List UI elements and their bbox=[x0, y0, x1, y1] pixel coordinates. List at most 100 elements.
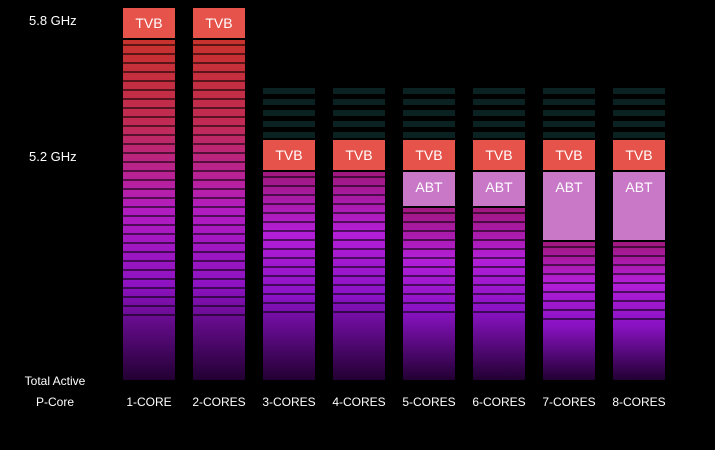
abt-tag-label: ABT bbox=[555, 179, 583, 195]
bar-stripe bbox=[333, 311, 385, 313]
bar-stripe bbox=[193, 179, 245, 181]
faded-stripe bbox=[333, 121, 385, 127]
bar bbox=[123, 40, 175, 380]
bar-stripe bbox=[473, 230, 525, 232]
bar-stripe bbox=[333, 239, 385, 241]
bar-stripe bbox=[123, 206, 175, 208]
bar-stripe bbox=[193, 53, 245, 55]
tvb-tag bbox=[403, 140, 455, 170]
faded-stripe bbox=[263, 121, 315, 127]
bar-stripe bbox=[403, 275, 455, 277]
bar-stripe bbox=[193, 233, 245, 235]
bar-stripe bbox=[193, 107, 245, 109]
bar-stripe bbox=[333, 284, 385, 286]
faded-stripe bbox=[473, 121, 525, 127]
faded-stripe bbox=[613, 121, 665, 127]
bar-stripe bbox=[193, 125, 245, 127]
bar-stripe bbox=[263, 194, 315, 196]
bar-stripe bbox=[193, 116, 245, 118]
bar-stripe bbox=[123, 152, 175, 154]
y-tick-label: 5.8 GHz bbox=[29, 13, 77, 28]
bar-stripe bbox=[473, 221, 525, 223]
bar-stripe bbox=[263, 311, 315, 313]
abt-tag-label: ABT bbox=[485, 179, 513, 195]
bar-stripe bbox=[123, 161, 175, 163]
faded-stripe bbox=[543, 110, 595, 116]
faded-stripe bbox=[613, 88, 665, 94]
bar-stripe bbox=[263, 275, 315, 277]
faded-stripe bbox=[613, 132, 665, 138]
bar-stripe bbox=[123, 53, 175, 55]
bar-stripe bbox=[403, 293, 455, 295]
tvb-tag-label: TVB bbox=[415, 147, 442, 163]
bar-stripe bbox=[403, 257, 455, 259]
bar-stripe bbox=[193, 71, 245, 73]
bar-stripe bbox=[193, 215, 245, 217]
bar-stripe bbox=[333, 176, 385, 178]
bar-stripe bbox=[123, 278, 175, 280]
abt-tag-label: ABT bbox=[415, 179, 443, 195]
bar-stripe bbox=[473, 275, 525, 277]
bar-stripe bbox=[263, 284, 315, 286]
tvb-tag-label: TVB bbox=[135, 15, 162, 31]
faded-stripe bbox=[473, 88, 525, 94]
faded-stripe bbox=[263, 110, 315, 116]
bar-stripe bbox=[613, 291, 665, 293]
bar-stripe bbox=[403, 302, 455, 304]
bar-stripe bbox=[473, 239, 525, 241]
faded-stripe bbox=[403, 110, 455, 116]
faded-stripe bbox=[333, 132, 385, 138]
tvb-tag bbox=[333, 140, 385, 170]
bar-stripe bbox=[193, 305, 245, 307]
bar-stripe bbox=[263, 185, 315, 187]
bar-stripe bbox=[473, 302, 525, 304]
bar-stripe bbox=[543, 300, 595, 302]
bar-stripe bbox=[473, 311, 525, 313]
bar-stripe bbox=[193, 287, 245, 289]
bar-stripe bbox=[123, 305, 175, 307]
bar-stripe bbox=[193, 206, 245, 208]
tvb-tag-label: TVB bbox=[555, 147, 582, 163]
abt-tag bbox=[613, 172, 665, 240]
bar-stripe bbox=[333, 302, 385, 304]
bar-stripe bbox=[193, 170, 245, 172]
x-tick-label: 4-CORES bbox=[332, 395, 385, 409]
faded-stripe bbox=[263, 99, 315, 105]
bar-stripe bbox=[613, 282, 665, 284]
bar-stripe bbox=[333, 194, 385, 196]
x-axis-labels: Total Active P-Core 1-CORE 2-CORES 3-CORES… bbox=[25, 374, 666, 409]
tvb-tag-label: TVB bbox=[205, 15, 232, 31]
bar-stripe bbox=[123, 242, 175, 244]
bar-stripe bbox=[123, 62, 175, 64]
bar-stripe bbox=[193, 62, 245, 64]
tvb-tag bbox=[473, 140, 525, 170]
bar-stripe bbox=[263, 302, 315, 304]
faded-stripe bbox=[403, 121, 455, 127]
y-axis-caption-line1: Total Active bbox=[25, 374, 86, 388]
bar-stripe bbox=[123, 287, 175, 289]
bar-stripe bbox=[613, 264, 665, 266]
bar-stripe bbox=[263, 221, 315, 223]
faded-stripe bbox=[333, 110, 385, 116]
bar-stripe bbox=[543, 246, 595, 248]
x-tick-label: 1-CORE bbox=[126, 395, 171, 409]
bar-stripe bbox=[123, 89, 175, 91]
bar-stripe bbox=[123, 80, 175, 82]
bar-stripe bbox=[123, 71, 175, 73]
bar-stripe bbox=[123, 143, 175, 145]
bar-stripe bbox=[613, 309, 665, 311]
bar-stripe bbox=[263, 230, 315, 232]
tvb-tag-label: TVB bbox=[625, 147, 652, 163]
faded-stripe bbox=[333, 99, 385, 105]
bar-stripe bbox=[123, 296, 175, 298]
bar-stripe bbox=[193, 242, 245, 244]
bar-stripe bbox=[263, 257, 315, 259]
faded-stripe bbox=[473, 99, 525, 105]
bar-stripe bbox=[193, 278, 245, 280]
bar-stripe bbox=[123, 107, 175, 109]
abt-tag-label: ABT bbox=[625, 179, 653, 195]
bar-stripe bbox=[193, 188, 245, 190]
bar-stripe bbox=[403, 239, 455, 241]
bar-stripe bbox=[123, 125, 175, 127]
